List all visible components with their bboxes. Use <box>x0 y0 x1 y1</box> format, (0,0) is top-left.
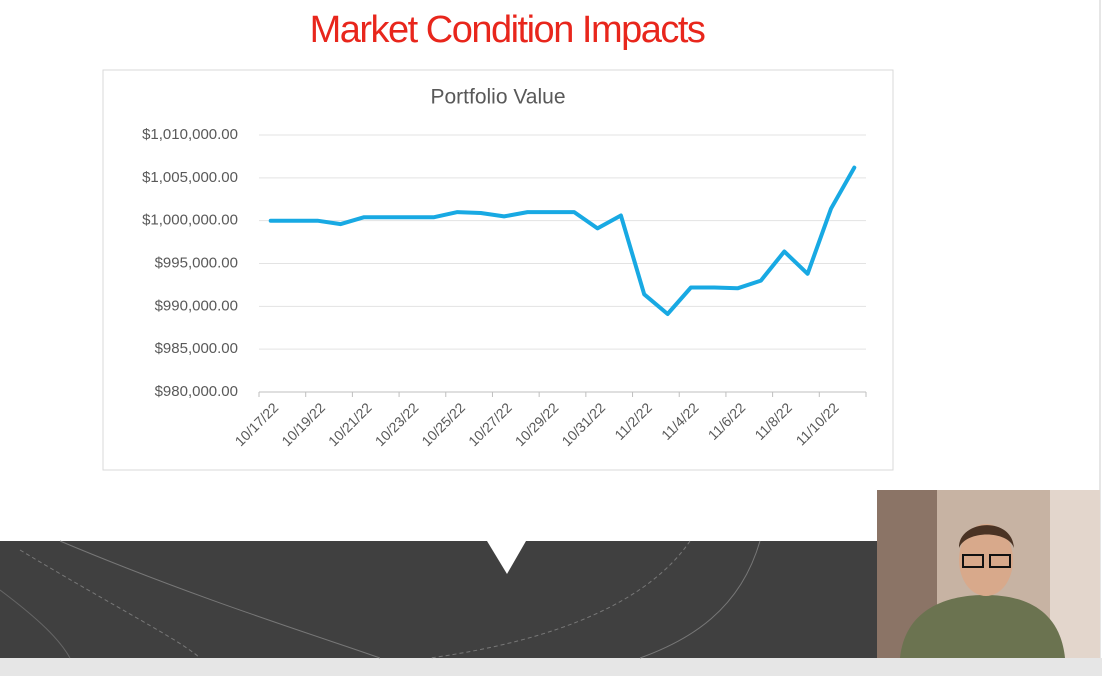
bottom-bar <box>0 658 1102 676</box>
y-tick-label: $980,000.00 <box>155 383 238 400</box>
footer-band <box>0 540 877 659</box>
y-tick-label: $1,005,000.00 <box>142 169 238 186</box>
slide-title: Market Condition Impacts <box>310 9 705 51</box>
y-tick-label: $995,000.00 <box>155 254 238 271</box>
chart-frame <box>102 69 894 471</box>
webcam <box>877 490 1100 658</box>
data-line <box>268 165 857 316</box>
y-tick-label: $1,000,000.00 <box>142 212 238 229</box>
chart-title: Portfolio Value <box>430 86 565 109</box>
y-tick-label: $1,010,000.00 <box>142 126 238 143</box>
y-tick-label: $985,000.00 <box>155 340 238 357</box>
y-tick-label: $990,000.00 <box>155 297 238 314</box>
